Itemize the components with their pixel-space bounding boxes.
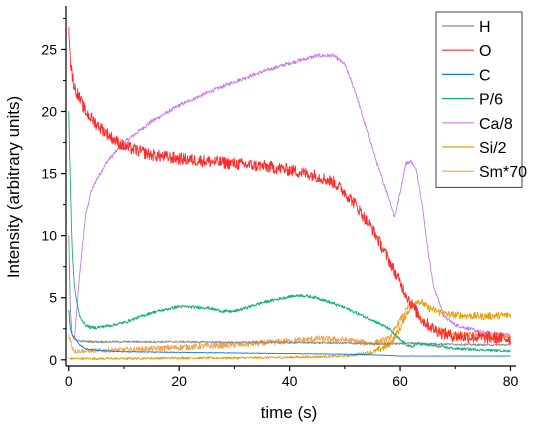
x-tick-label: 0: [65, 373, 73, 389]
y-tick-label: 10: [41, 228, 57, 244]
series-line-sm-70: [68, 300, 511, 354]
x-axis-title: time (s): [261, 403, 318, 422]
y-tick-label: 25: [41, 41, 57, 57]
plot-area: [68, 27, 511, 361]
x-tick-label: 40: [282, 373, 298, 389]
legend-label: Si/2: [479, 140, 507, 157]
series-line-si-2: [68, 299, 511, 361]
legend-label: O: [479, 43, 491, 60]
legend-label: H: [479, 19, 491, 36]
y-tick-label: 0: [49, 352, 57, 368]
legend-label: C: [479, 67, 491, 84]
y-tick-label: 20: [41, 104, 57, 120]
y-tick-label: 15: [41, 166, 57, 182]
legend-label: P/6: [479, 92, 503, 109]
axes: 0 20 40 60 80 0 5 10 15 20 25: [41, 6, 518, 389]
y-axis-title: Intensity (arbitrary units): [4, 96, 23, 278]
x-tick-label: 60: [392, 373, 408, 389]
x-tick-label: 80: [503, 373, 519, 389]
series-line-o: [68, 27, 511, 345]
series-line-ca-8: [73, 53, 511, 341]
legend-label: Ca/8: [479, 116, 513, 133]
series-line-h: [68, 235, 511, 347]
legend: HOC P/6 Ca/8 Si/2 Sm*70: [435, 11, 527, 188]
legend-box: [435, 11, 523, 188]
series-line-p-6: [68, 111, 511, 353]
series-line-c: [68, 309, 511, 357]
y-tick-label: 5: [49, 290, 57, 306]
x-tick-label: 20: [171, 373, 187, 389]
legend-label: Sm*70: [479, 164, 527, 181]
